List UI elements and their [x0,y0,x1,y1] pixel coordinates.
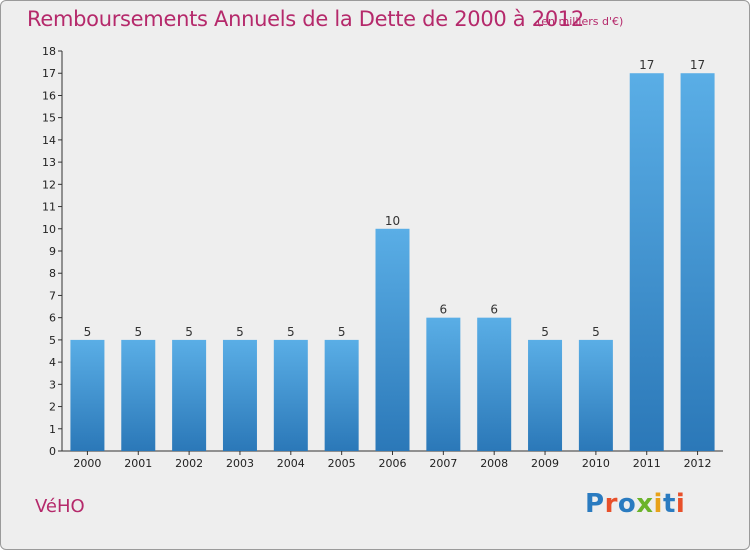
bar [426,317,461,451]
logo-letter: P [585,489,605,519]
y-tick-label: 7 [49,289,56,302]
data-label: 5 [338,325,346,339]
data-label: 17 [639,58,654,72]
logo-letter: t [662,489,676,519]
x-tick-label: 2000 [73,457,101,470]
y-tick-label: 14 [42,134,56,147]
x-tick-label: 2010 [582,457,610,470]
y-tick-label: 3 [49,378,56,391]
bar [578,339,613,451]
x-tick-label: 2001 [124,457,152,470]
x-tick-label: 2011 [633,457,661,470]
data-label: 5 [236,325,244,339]
bar [273,339,308,451]
logo-letter: i [675,489,686,519]
x-tick-label: 2006 [379,457,407,470]
y-tick-label: 17 [42,67,56,80]
logo-letter: o [617,489,637,519]
bar [121,339,156,451]
logo-letter: x [636,489,654,519]
data-label: 5 [84,325,92,339]
data-label: 6 [490,303,498,317]
y-tick-label: 5 [49,334,56,347]
bar [172,339,207,451]
y-tick-label: 8 [49,267,56,280]
logo-letter: i [653,489,663,519]
data-label: 17 [690,58,705,72]
y-tick-label: 13 [42,156,56,169]
chart-title: Remboursements Annuels de la Dette de 20… [27,7,584,31]
data-label: 10 [385,214,400,228]
data-label: 5 [592,325,600,339]
x-tick-label: 2007 [429,457,457,470]
y-tick-label: 15 [42,112,56,125]
x-tick-label: 2008 [480,457,508,470]
data-label: 5 [134,325,142,339]
y-tick-label: 9 [49,245,56,258]
x-tick-label: 2002 [175,457,203,470]
bar [629,73,664,451]
chart-unit: (en milliers d'€) [537,15,624,28]
data-label: 5 [185,325,193,339]
y-tick-label: 18 [42,45,56,58]
y-tick-label: 6 [49,312,56,325]
y-tick-label: 10 [42,223,56,236]
commune-name: VéHO [35,496,85,517]
bar [222,339,257,451]
x-tick-label: 2003 [226,457,254,470]
y-tick-label: 16 [42,89,56,102]
bar [375,228,410,451]
proxiti-logo: Proxiti [585,489,685,519]
x-tick-label: 2004 [277,457,305,470]
x-tick-label: 2005 [328,457,356,470]
bar [324,339,359,451]
y-tick-label: 1 [49,423,56,436]
y-tick-label: 11 [42,201,56,214]
x-tick-label: 2009 [531,457,559,470]
bar [528,339,563,451]
logo-letter: r [604,489,618,519]
data-label: 5 [541,325,549,339]
bar [477,317,512,451]
y-tick-label: 12 [42,178,56,191]
data-label: 6 [440,303,448,317]
y-tick-label: 2 [49,401,56,414]
y-tick-label: 0 [49,445,56,458]
y-tick-label: 4 [49,356,56,369]
bar [70,339,105,451]
bar [680,73,715,451]
x-tick-label: 2012 [684,457,712,470]
data-label: 5 [287,325,295,339]
